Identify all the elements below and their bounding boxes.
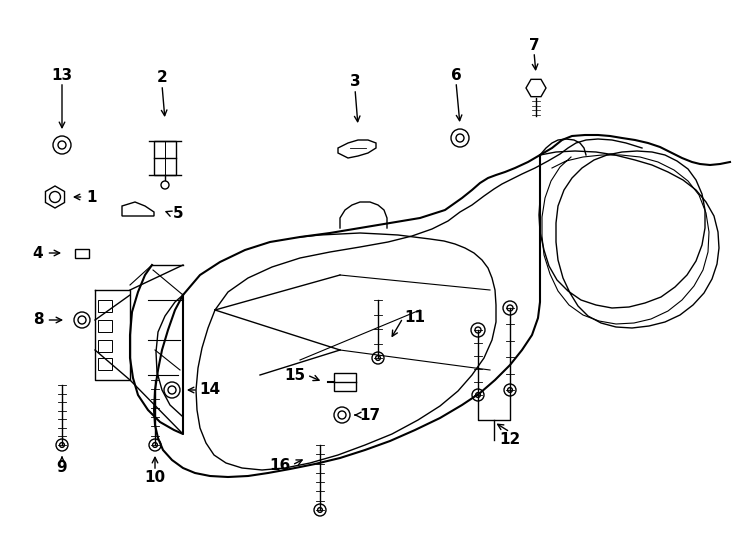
Circle shape xyxy=(161,181,169,189)
Bar xyxy=(154,141,176,175)
Polygon shape xyxy=(526,79,546,97)
Text: 6: 6 xyxy=(451,68,462,83)
Text: 17: 17 xyxy=(360,408,380,422)
Text: 9: 9 xyxy=(57,461,68,476)
Text: 5: 5 xyxy=(172,206,184,220)
Bar xyxy=(75,248,89,258)
Bar xyxy=(98,358,112,370)
Text: 4: 4 xyxy=(33,246,43,260)
Text: 3: 3 xyxy=(349,75,360,90)
Bar xyxy=(334,373,356,391)
Text: 11: 11 xyxy=(404,310,426,326)
Polygon shape xyxy=(338,140,376,158)
Polygon shape xyxy=(122,202,154,216)
Bar xyxy=(98,300,112,312)
Text: 14: 14 xyxy=(200,382,220,397)
Text: 7: 7 xyxy=(528,37,539,52)
Bar xyxy=(98,340,112,352)
Text: 13: 13 xyxy=(51,68,73,83)
Text: 2: 2 xyxy=(156,71,167,85)
Text: 8: 8 xyxy=(33,313,43,327)
Text: 15: 15 xyxy=(285,368,305,382)
Text: 10: 10 xyxy=(145,470,166,485)
Text: 12: 12 xyxy=(499,433,520,448)
Text: 1: 1 xyxy=(87,190,97,205)
Polygon shape xyxy=(46,186,65,208)
Text: 16: 16 xyxy=(269,457,291,472)
Bar xyxy=(98,320,112,332)
